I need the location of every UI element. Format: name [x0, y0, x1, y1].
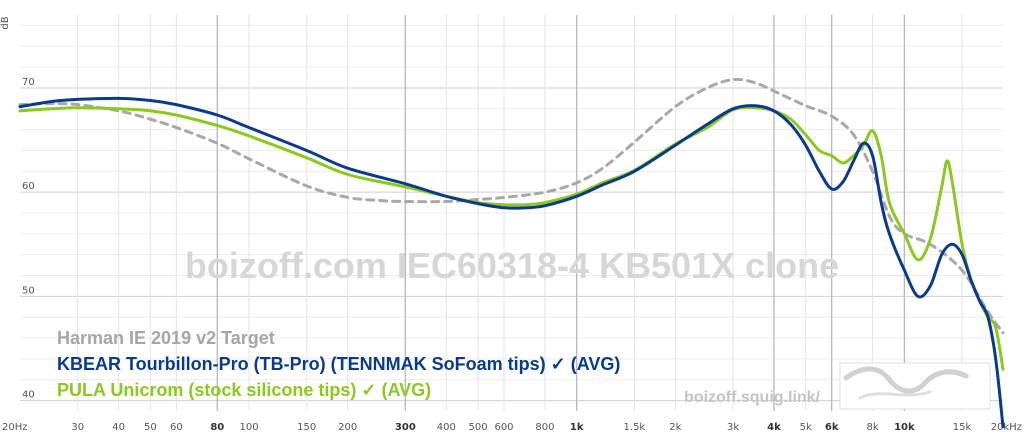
- grid-lines: [20, 15, 1003, 411]
- y-axis-unit-label: dB: [0, 16, 11, 29]
- x-tick-label: 20Hz: [2, 422, 28, 433]
- squig-logo: [839, 362, 991, 410]
- x-tick-label: 60: [170, 422, 183, 433]
- x-axis-ticks: 20Hz 30 40 50 60 80 100 150 200 300 400 500 600 800 1k…: [2, 422, 1022, 433]
- y-tick-label: 40: [22, 390, 35, 401]
- x-tick-label: 4k: [767, 422, 781, 433]
- x-tick-label: 5k: [800, 422, 812, 433]
- x-tick-label: 80: [210, 422, 224, 433]
- x-tick-label: 400: [437, 422, 456, 433]
- y-tick-label: 70: [22, 77, 35, 88]
- legend-entry-harman-target[interactable]: Harman IE 2019 v2 Target: [57, 328, 275, 348]
- logo-squiggle: [843, 366, 969, 394]
- x-tick-label: 1.5k: [624, 422, 646, 433]
- legend: Harman IE 2019 v2 Target KBEAR Tourbillo…: [57, 328, 620, 400]
- x-tick-label: 6k: [825, 422, 839, 433]
- y-axis-ticks: 70 60 50 40: [22, 77, 35, 401]
- x-tick-label: 200: [338, 422, 357, 433]
- x-tick-label: 1k: [570, 422, 584, 433]
- x-tick-label: 20kHz: [991, 422, 1022, 433]
- legend-entry-kbear-tourbillon-pro[interactable]: KBEAR Tourbillon-Pro (TB-Pro) (TENNMAK S…: [57, 354, 620, 374]
- x-tick-label: 10k: [894, 422, 915, 433]
- x-tick-label: 30: [71, 422, 84, 433]
- legend-entry-pula-unicrom[interactable]: PULA Unicrom (stock silicone tips) ✓ (AV…: [57, 380, 431, 400]
- x-tick-label: 40: [112, 422, 125, 433]
- x-tick-label: 500: [469, 422, 488, 433]
- x-tick-label: 50: [144, 422, 157, 433]
- x-tick-label: 2k: [669, 422, 681, 433]
- y-tick-label: 50: [22, 285, 35, 296]
- x-tick-label: 3k: [727, 422, 739, 433]
- x-tick-label: 150: [297, 422, 316, 433]
- x-tick-label: 600: [494, 422, 513, 433]
- site-url: boizoff.squig.link/: [684, 389, 821, 406]
- x-tick-label: 800: [535, 422, 554, 433]
- watermark-text: boizoff.com IEC60318-4 KB501X clone: [185, 245, 839, 286]
- logo-underline: [858, 390, 932, 400]
- x-tick-label: 15k: [953, 422, 972, 433]
- x-tick-label: 100: [239, 422, 258, 433]
- y-tick-label: 60: [22, 181, 35, 192]
- x-tick-label: 8k: [867, 422, 879, 433]
- series-line-1: [18, 96, 1005, 429]
- x-tick-label: 300: [395, 422, 416, 433]
- series-curves: [18, 77, 1005, 429]
